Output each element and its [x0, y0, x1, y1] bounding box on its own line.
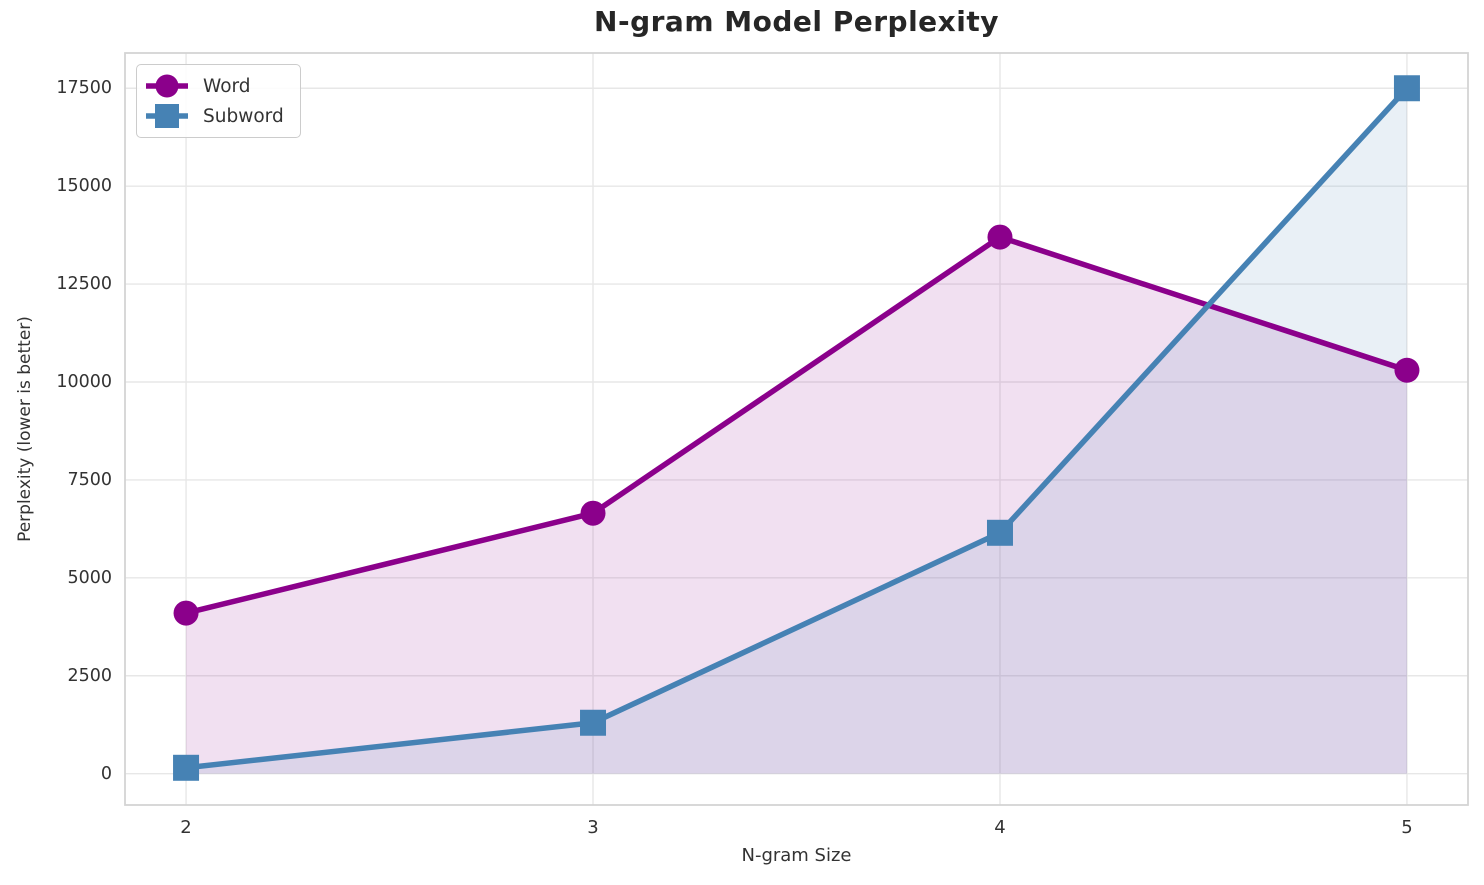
- plot-border: [124, 52, 1469, 806]
- word-point-3: [580, 500, 606, 526]
- word-circle-marker-icon: [146, 74, 188, 98]
- y-tick-17500: 17500: [56, 78, 112, 99]
- word-point-5: [1394, 357, 1420, 383]
- subword-point-2: [173, 754, 200, 781]
- subword-point-4: [986, 519, 1013, 546]
- legend-item-subword: Subword: [143, 102, 284, 130]
- y-tick-0: 0: [100, 763, 112, 784]
- subword-area-fill: [186, 88, 1407, 774]
- word-point-2: [173, 600, 199, 626]
- y-tick-7500: 7500: [67, 469, 112, 490]
- word-point-4: [987, 224, 1013, 250]
- x-axis-label: N-gram Size: [741, 845, 852, 866]
- x-tick-2: 2: [180, 817, 192, 838]
- y-tick-10000: 10000: [56, 372, 112, 392]
- subword-point-5: [1393, 75, 1420, 102]
- chart-title: N-gram Model Perplexity: [594, 5, 999, 38]
- word-area-fill: [186, 237, 1407, 774]
- x-tick-4: 4: [994, 817, 1006, 838]
- legend: Word Subword: [136, 64, 301, 138]
- y-axis-label: Perplexity (lower is better): [15, 316, 35, 542]
- legend-label-subword: Subword: [203, 105, 284, 127]
- x-tick-3: 3: [587, 817, 599, 838]
- y-tick-15000: 15000: [56, 176, 112, 197]
- y-tick-5000: 5000: [67, 567, 112, 588]
- subword-line: [183, 85, 1410, 771]
- subword-square-marker-icon: [146, 104, 188, 128]
- legend-item-word: Word: [143, 72, 284, 100]
- word-line: [183, 234, 1410, 616]
- y-tick-2500: 2500: [67, 665, 112, 686]
- legend-label-word: Word: [203, 75, 251, 97]
- x-tick-5: 5: [1401, 817, 1413, 838]
- y-tick-12500: 12500: [56, 274, 112, 295]
- subword-point-3: [580, 709, 607, 736]
